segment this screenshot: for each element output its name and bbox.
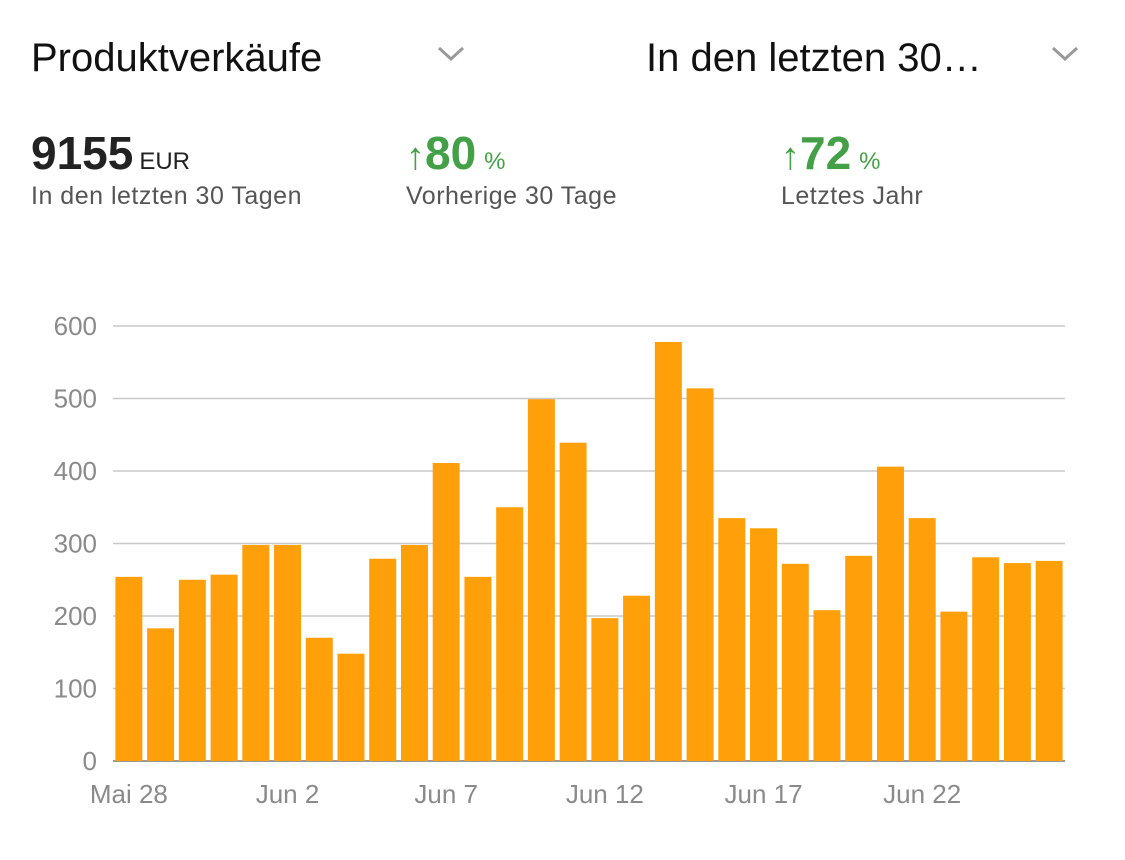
- bar: [337, 653, 365, 761]
- bar: [305, 637, 333, 761]
- bar: [242, 544, 270, 761]
- bar: [686, 388, 714, 761]
- bar: [908, 518, 936, 761]
- y-tick-label: 400: [54, 456, 97, 486]
- bar: [813, 610, 841, 761]
- kpi-unit: %: [484, 148, 506, 175]
- bar: [940, 611, 968, 761]
- chevron-down-icon[interactable]: [436, 44, 466, 64]
- bar: [718, 518, 746, 761]
- bar: [527, 399, 555, 761]
- kpi-label: Vorherige 30 Tage: [406, 182, 617, 210]
- bar: [876, 466, 904, 761]
- y-tick-label: 0: [83, 746, 97, 776]
- kpi-value: 9155: [31, 127, 134, 179]
- bar: [781, 563, 809, 761]
- y-tick-label: 500: [54, 384, 97, 414]
- y-tick-label: 100: [54, 674, 97, 704]
- bar: [591, 618, 619, 761]
- bar: [496, 507, 524, 761]
- kpi-total: 9155 EUR In den letzten 30 Tagen: [31, 126, 302, 211]
- bar: [972, 557, 1000, 761]
- y-tick-label: 200: [54, 601, 97, 631]
- kpi-unit: %: [859, 148, 881, 175]
- bar: [210, 574, 238, 761]
- arrow-up-icon: ↑: [406, 136, 425, 178]
- kpi-value: 80: [425, 127, 477, 179]
- x-tick-label: Jun 12: [566, 779, 644, 809]
- kpi-unit: EUR: [139, 148, 191, 175]
- x-tick-label: Jun 22: [883, 779, 961, 809]
- bar: [1035, 560, 1063, 761]
- kpi-label: In den letzten 30 Tagen: [31, 182, 302, 210]
- bar: [115, 576, 143, 761]
- bar: [274, 544, 302, 761]
- metric-select-label: Produktverkäufe: [31, 36, 323, 80]
- bar: [400, 544, 428, 761]
- range-select[interactable]: In den letzten 30…: [646, 36, 982, 81]
- bar: [750, 528, 778, 761]
- x-tick-label: Mai 28: [90, 779, 168, 809]
- range-select-label: In den letzten 30…: [646, 36, 982, 80]
- bar: [369, 558, 397, 761]
- bar-chart: 0 100 200 300 400 500 600 Mai 28 Jun 2 Jun 7 Jun 1…: [54, 311, 1065, 809]
- kpi-value: 72: [800, 127, 852, 179]
- kpi-label: Letztes Jahr: [781, 182, 924, 210]
- kpi-previous-period: ↑80% Vorherige 30 Tage: [406, 126, 617, 211]
- y-tick-label: 600: [54, 311, 97, 341]
- bar: [464, 576, 492, 761]
- x-tick-label: Jun 7: [414, 779, 478, 809]
- y-tick-label: 300: [54, 529, 97, 559]
- chevron-down-icon[interactable]: [1050, 44, 1080, 64]
- bar: [623, 595, 651, 761]
- bar: [147, 628, 175, 761]
- bar: [845, 555, 873, 761]
- metric-select[interactable]: Produktverkäufe: [31, 36, 322, 81]
- bar: [654, 341, 682, 761]
- x-tick-label: Jun 2: [256, 779, 320, 809]
- x-tick-label: Jun 17: [724, 779, 802, 809]
- bar: [432, 463, 460, 761]
- arrow-up-icon: ↑: [781, 136, 800, 178]
- bar: [1003, 563, 1031, 761]
- kpi-last-year: ↑72% Letztes Jahr: [781, 126, 923, 211]
- bar: [559, 442, 587, 761]
- bar: [178, 579, 206, 761]
